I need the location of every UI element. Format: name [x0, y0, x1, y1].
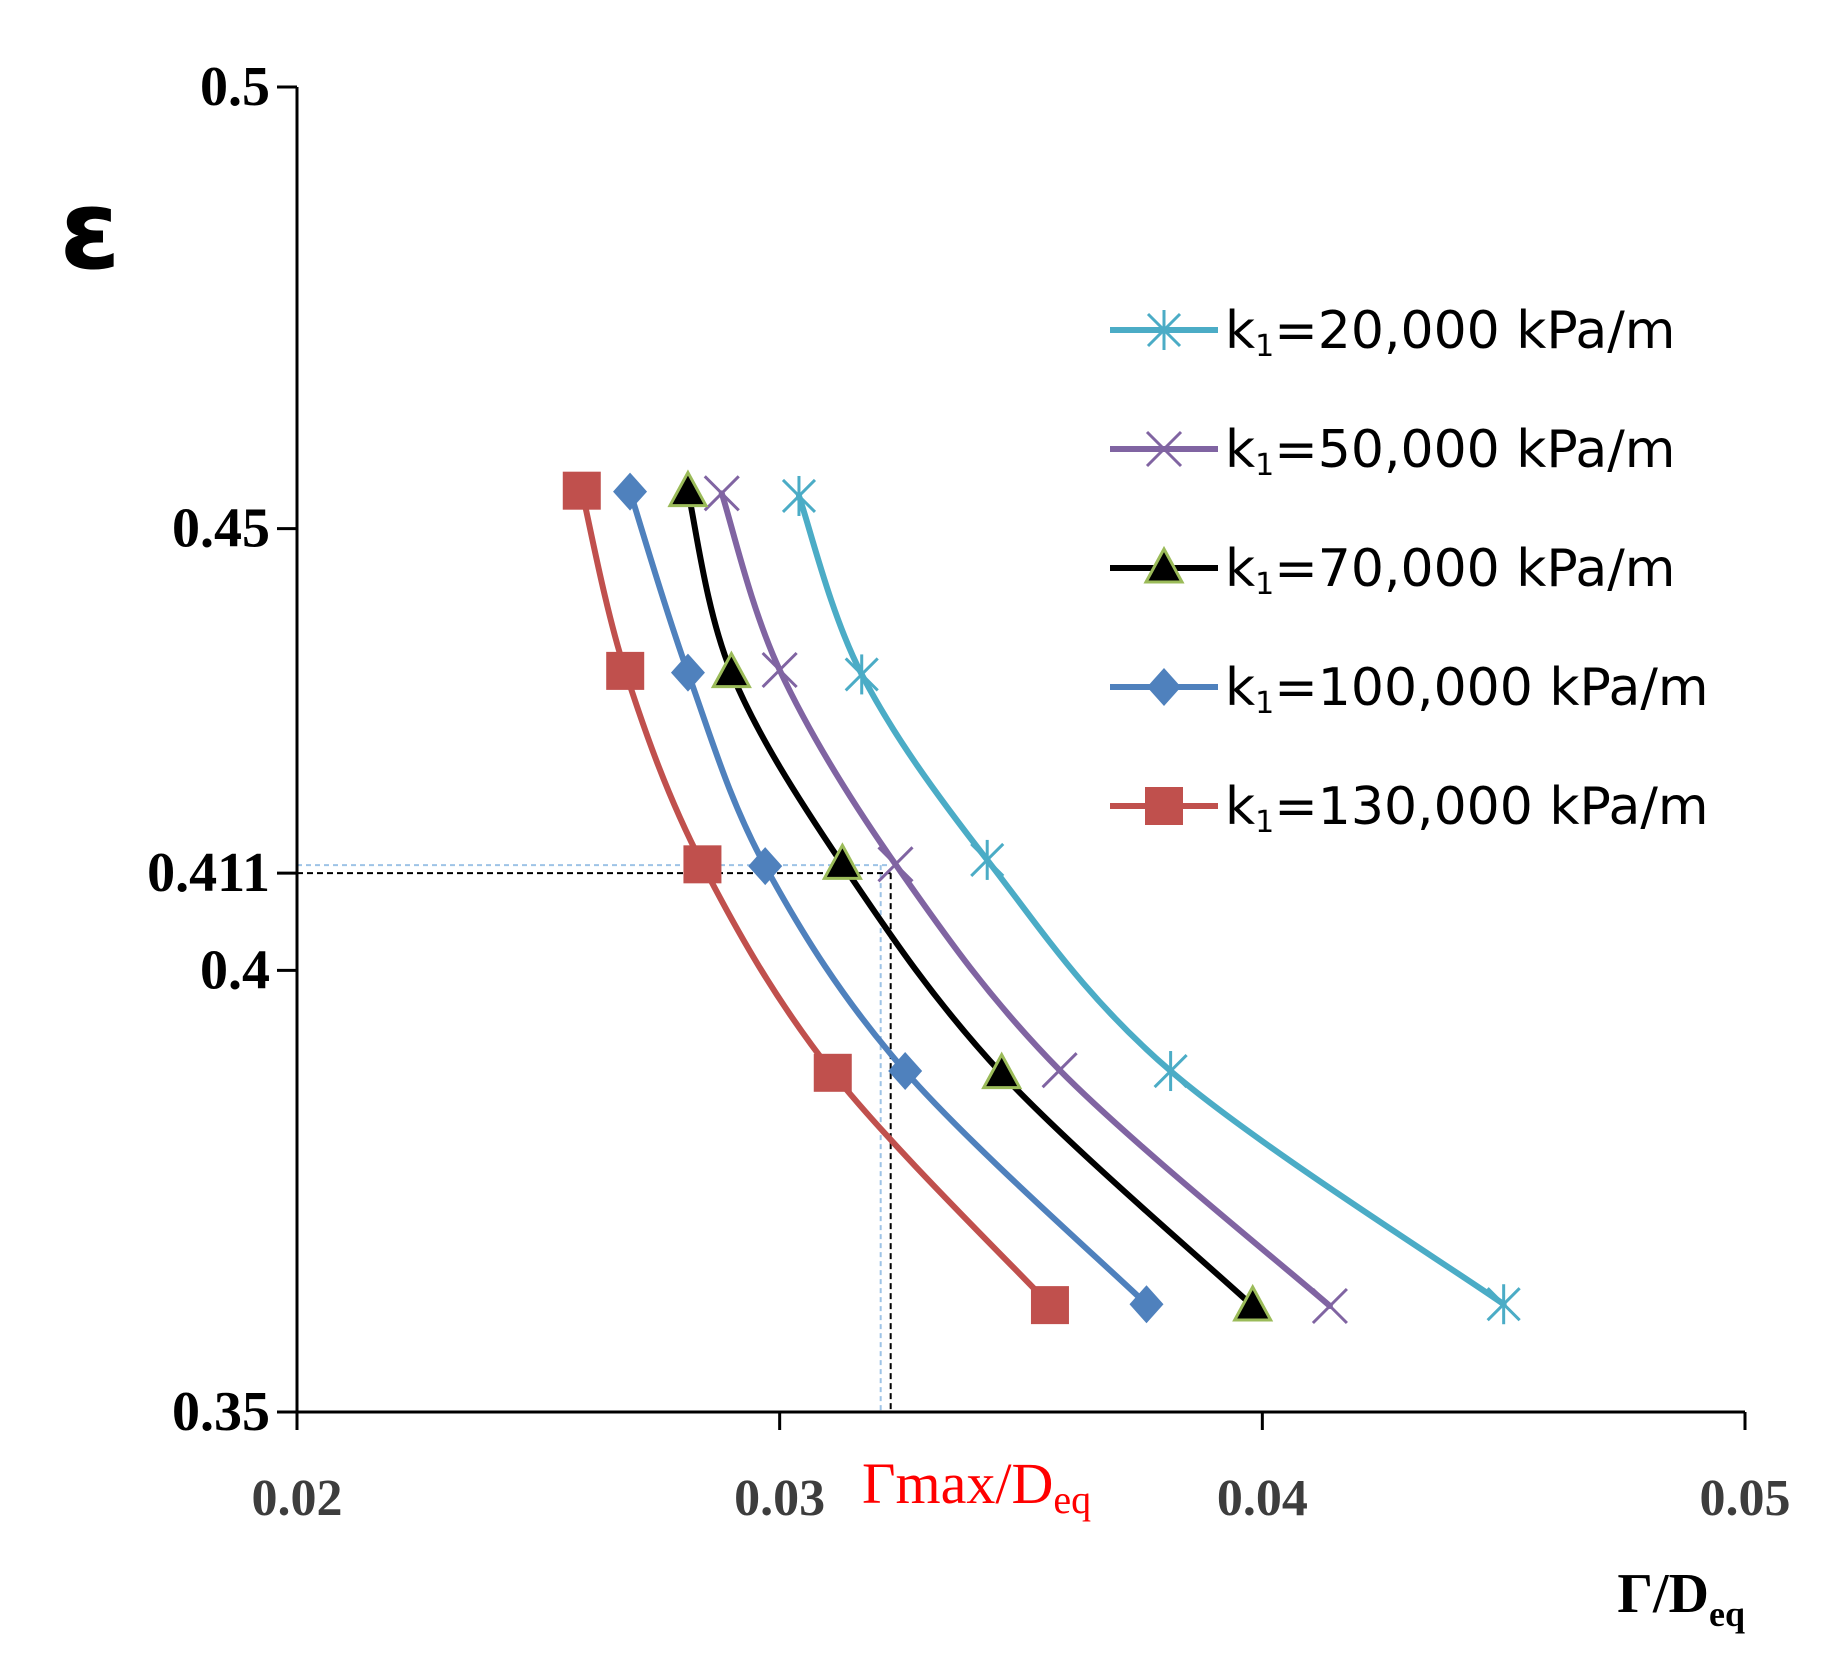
x-tick-label: 0.03 [734, 1470, 825, 1527]
data-point [813, 1053, 852, 1092]
data-point [888, 1052, 923, 1091]
data-point [703, 475, 740, 512]
data-point [1153, 1051, 1188, 1092]
data-point [606, 651, 645, 690]
legend-label-post: =50,000 kPa/m [1274, 420, 1675, 480]
y-tick-label: 0.411 [147, 842, 270, 904]
legend-label-sub: 1 [1255, 448, 1274, 483]
legend-marker [1147, 668, 1181, 706]
y-tick-label: 0.35 [172, 1381, 270, 1443]
data-point [613, 472, 648, 511]
gamma-max-label-main: Γmax/D [862, 1451, 1053, 1516]
marker-stroke [703, 475, 740, 512]
y-axis-title: ε [59, 166, 120, 294]
y-tick-label: 0.4 [200, 939, 270, 1001]
series-2 [703, 475, 1348, 1325]
series-line [795, 492, 1507, 1308]
data-point [710, 650, 752, 689]
marker-stroke [1041, 1052, 1078, 1089]
legend-label-sub: 1 [1255, 567, 1274, 602]
legend-marker [1145, 787, 1183, 825]
legend-label-sub: 1 [1255, 686, 1274, 721]
gamma-max-label: Γmax/Deq [862, 1451, 1091, 1522]
legend-label-post: =100,000 kPa/m [1274, 658, 1708, 718]
legend: k1=20,000 kPa/mk1=50,000 kPa/mk1=70,000 … [1110, 301, 1709, 840]
legend-label: k1=130,000 kPa/m [1225, 777, 1709, 840]
legend-label-sub: 1 [1255, 329, 1274, 364]
series-3 [667, 469, 1274, 1322]
legend-item-2: k1=50,000 kPa/m [1110, 420, 1675, 483]
legend-item-1: k1=20,000 kPa/m [1110, 301, 1675, 364]
data-point [821, 842, 863, 880]
axes [295, 87, 1745, 1414]
gamma-max-label-sub: eq [1053, 1477, 1091, 1522]
marker-stroke [1311, 1287, 1348, 1325]
series-5 [562, 471, 1069, 1325]
legend-marker [1143, 545, 1185, 584]
legend-marker [1146, 310, 1182, 350]
series-line [627, 488, 1150, 1308]
legend-label-pre: k [1225, 658, 1255, 718]
marker-stroke [877, 846, 914, 883]
axis-ticks: 0.35 0.4 0.411 0.45 0.5 0.02 0.03 0.04 0.05 [147, 56, 1790, 1527]
data-point [1232, 1283, 1274, 1322]
data-point [683, 845, 722, 884]
legend-label-pre: k [1225, 777, 1255, 837]
data-point [781, 475, 817, 516]
x-tick-label: 0.05 [1700, 1470, 1791, 1527]
data-point [748, 847, 783, 886]
y-tick-label: 0.5 [200, 56, 270, 118]
legend-item-5: k1=130,000 kPa/m [1110, 777, 1709, 840]
data-point [1486, 1284, 1521, 1325]
legend-item-3: k1=70,000 kPa/m [1110, 539, 1675, 602]
series-4 [613, 472, 1164, 1324]
series-line [578, 487, 1053, 1309]
series-line [718, 490, 1333, 1309]
legend-label-pre: k [1225, 420, 1255, 480]
guide-lines [297, 864, 892, 1412]
x-tick-label: 0.04 [1217, 1470, 1308, 1527]
legend-marker [1145, 430, 1183, 468]
y-tick-label: 0.45 [172, 498, 270, 560]
x-axis-title-sub: eq [1709, 1594, 1745, 1634]
data-point [670, 653, 705, 692]
legend-label: k1=50,000 kPa/m [1225, 420, 1675, 483]
legend-label-sub: 1 [1255, 805, 1274, 840]
series-line [684, 488, 1256, 1309]
x-axis-title: Γ/Deq [1617, 1563, 1745, 1634]
legend-label-post: =20,000 kPa/m [1274, 301, 1675, 361]
series-1 [781, 475, 1521, 1325]
series-group [562, 469, 1521, 1325]
x-axis-title-main: Γ/D [1617, 1563, 1709, 1625]
data-point [562, 471, 601, 510]
legend-label: k1=100,000 kPa/m [1225, 658, 1709, 721]
legend-label-pre: k [1225, 539, 1255, 599]
legend-label-post: =130,000 kPa/m [1274, 777, 1708, 837]
data-point [981, 1051, 1023, 1090]
data-point [1129, 1285, 1164, 1324]
data-point [1030, 1286, 1069, 1325]
data-point [970, 839, 1005, 880]
legend-item-4: k1=100,000 kPa/m [1110, 658, 1709, 721]
data-point [1311, 1287, 1348, 1325]
legend-label-pre: k [1225, 301, 1255, 361]
marker-stroke [761, 651, 798, 689]
x-tick-label: 0.02 [252, 1470, 343, 1527]
data-point [877, 846, 914, 883]
legend-label-post: =70,000 kPa/m [1274, 539, 1675, 599]
legend-label: k1=20,000 kPa/m [1225, 301, 1675, 364]
marker-stroke [1145, 430, 1183, 468]
data-point [1041, 1052, 1078, 1089]
data-point [761, 651, 798, 689]
data-point [667, 469, 709, 508]
legend-label: k1=70,000 kPa/m [1225, 539, 1675, 602]
data-point [844, 654, 879, 695]
